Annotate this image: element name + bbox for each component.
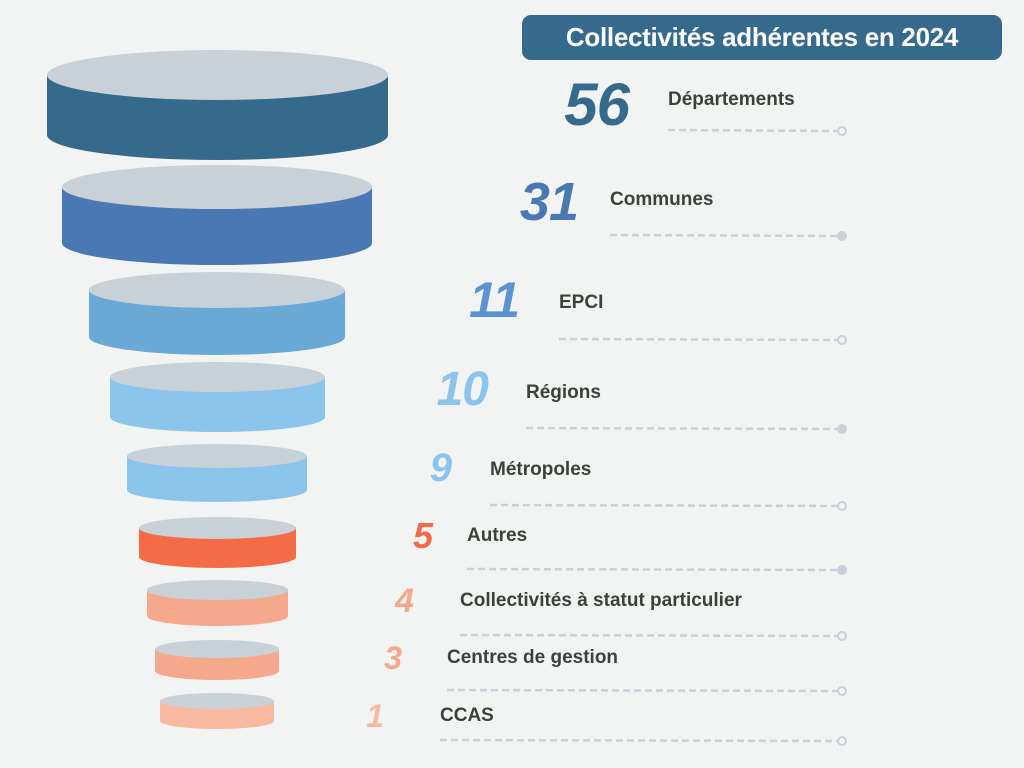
tier-label: CCAS: [440, 705, 494, 726]
funnel-tier: [47, 50, 847, 160]
funnel-tier: [89, 272, 847, 355]
tier-body: [89, 290, 345, 355]
leader-line: [459, 633, 839, 638]
tier-top: [89, 272, 345, 308]
tier-value: 4: [395, 582, 414, 620]
tier-label: Départements: [668, 89, 795, 110]
tier-top: [110, 362, 325, 392]
leader-line: [558, 337, 839, 342]
tier-top: [147, 580, 288, 600]
funnel-tier: [139, 517, 847, 575]
tier-body: [110, 377, 325, 433]
tier-body: [139, 528, 296, 568]
leader-line: [446, 688, 839, 693]
tier-top: [62, 165, 372, 209]
tier-value: 3: [384, 640, 402, 676]
funnel-tier: [62, 165, 847, 265]
leader-line: [466, 567, 839, 572]
tier-label: Métropoles: [490, 459, 592, 480]
tier-label: EPCI: [559, 292, 604, 313]
funnel-tier: [127, 444, 847, 511]
leader-line: [525, 426, 839, 431]
funnel-tier: [147, 580, 847, 641]
leader-line: [609, 233, 839, 238]
leader-dot: [837, 736, 847, 746]
funnel-tier: [160, 693, 847, 746]
leader-dot: [837, 631, 847, 641]
tier-value: 11: [469, 272, 520, 328]
tier-label: Autres: [467, 525, 528, 546]
tier-body: [62, 187, 372, 265]
tier-top: [47, 50, 388, 100]
leader-line: [439, 738, 839, 743]
leader-line: [667, 128, 839, 133]
leader-dot: [837, 565, 847, 575]
tier-value: 31: [519, 172, 579, 232]
tier-value: 9: [429, 446, 452, 490]
tier-body: [127, 456, 307, 502]
tier-body: [147, 590, 288, 626]
tier-value: 10: [436, 363, 489, 416]
funnel-tier: [110, 362, 847, 434]
leader-dot: [837, 424, 847, 434]
leader-dot: [837, 335, 847, 345]
tier-label: Centres de gestion: [447, 647, 619, 668]
leader-dot: [837, 126, 847, 136]
tier-top: [139, 517, 296, 539]
tier-value: 1: [366, 698, 384, 734]
funnel-tier: [155, 640, 847, 696]
tier-value: 56: [564, 71, 630, 138]
leader-dot: [837, 501, 847, 511]
tier-value: 5: [412, 515, 433, 556]
tier-top: [155, 640, 279, 658]
leader-line: [489, 503, 839, 508]
tier-body: [160, 701, 274, 729]
chart-title: Collectivités adhérentes en 2024: [522, 15, 1002, 60]
tier-top: [160, 693, 274, 709]
tier-label: Communes: [610, 189, 714, 210]
leader-dot: [837, 686, 847, 696]
tier-label: Collectivités à statut particulier: [460, 590, 742, 611]
tier-label: Régions: [526, 382, 601, 403]
leader-dot: [837, 231, 847, 241]
tier-top: [127, 444, 307, 468]
